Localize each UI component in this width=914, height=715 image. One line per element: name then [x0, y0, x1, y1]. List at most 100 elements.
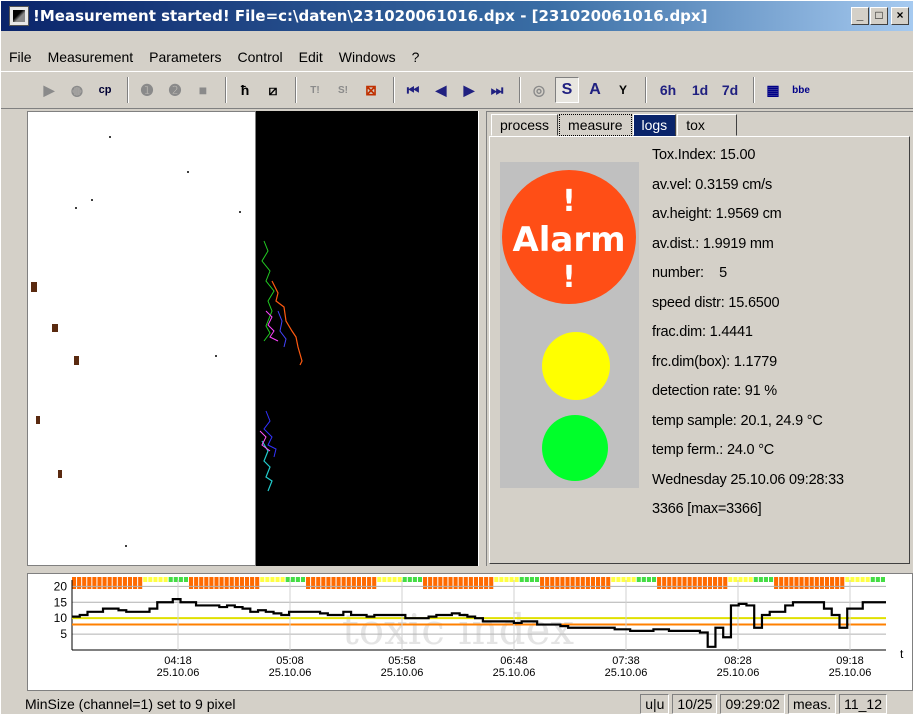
last-icon[interactable]: ⏭: [490, 81, 504, 98]
status-stripe: [809, 577, 814, 589]
tab-measure[interactable]: measure: [559, 114, 632, 136]
status-stripe: [631, 577, 636, 582]
track-view[interactable]: [256, 111, 478, 566]
toolbar-separator: [753, 77, 755, 103]
status-stripe: [265, 577, 270, 582]
status-stripe: [138, 577, 143, 589]
status-stripe: [738, 577, 743, 582]
app-icon[interactable]: [9, 6, 29, 26]
status-stripe: [545, 577, 550, 589]
menu-file[interactable]: File: [9, 49, 32, 65]
cancel-alarm-icon[interactable]: ⊠: [365, 81, 377, 98]
tab-process[interactable]: process: [491, 114, 559, 136]
status-stripe: [824, 577, 830, 589]
status-stripe: [295, 577, 300, 582]
status-stripe: [97, 577, 102, 589]
range-6h-button[interactable]: 6h: [659, 82, 677, 98]
pane-splitter[interactable]: [478, 111, 487, 566]
status-stripe: [657, 577, 662, 589]
status-stripe: [178, 577, 183, 582]
x-tick-date: 25.10.06: [493, 667, 536, 679]
status-stripe: [306, 577, 311, 589]
status-stripe: [153, 577, 158, 582]
menu-windows[interactable]: Windows: [338, 49, 396, 65]
status-stripe: [845, 577, 850, 582]
status-stripe: [163, 577, 168, 582]
range-7d-button[interactable]: 7d: [721, 82, 739, 98]
stat-av-height: av.height: 1.9569 cm: [652, 206, 782, 222]
status-stripe: [311, 577, 316, 589]
series-line: [72, 597, 886, 648]
camera-view-left[interactable]: [27, 111, 256, 566]
t-alarm-button[interactable]: T!: [310, 84, 320, 96]
chart-icon[interactable]: ▦: [766, 81, 780, 98]
status-stripe: [733, 577, 738, 582]
next-icon[interactable]: ▶: [463, 81, 475, 98]
status-stripe: [687, 577, 692, 589]
status-message: MinSize (channel=1) set to 9 pixel: [25, 696, 236, 712]
status-stripe: [158, 577, 163, 582]
menu-parameters[interactable]: Parameters: [149, 49, 222, 65]
alarm-exclamation-top: !: [562, 184, 576, 219]
channel-2-icon[interactable]: ➋: [169, 81, 181, 98]
y-axis-button[interactable]: Y: [618, 83, 627, 97]
h-bar-icon[interactable]: ħ: [240, 82, 250, 98]
status-stripe: [199, 577, 204, 589]
first-icon[interactable]: ⏮: [406, 81, 420, 98]
status-stripe: [250, 577, 255, 589]
exit-icon[interactable]: ▶: [43, 81, 55, 98]
status-stripe: [779, 577, 784, 589]
status-stripe: [830, 577, 835, 589]
x-tick-time: 06:48: [500, 655, 528, 667]
status-stripe: [580, 577, 585, 589]
title-bar[interactable]: !Measurement started! File=c:\daten\2310…: [1, 1, 913, 31]
measure-pane: process measure logs tox ! Alarm ! Tox.I…: [487, 111, 913, 566]
tab-logs[interactable]: logs: [632, 114, 677, 136]
status-stripe: [590, 577, 596, 589]
status-stripe: [453, 577, 458, 589]
warning-light-yellow: [542, 332, 610, 400]
close-button[interactable]: ×: [891, 7, 909, 25]
status-stripe: [239, 577, 244, 589]
cp-button[interactable]: cp: [98, 84, 112, 96]
status-stripe: [646, 577, 651, 582]
menu-measurement[interactable]: Measurement: [47, 49, 134, 65]
range-1d-button[interactable]: 1d: [691, 82, 709, 98]
x-tick-time: 04:18: [164, 655, 192, 667]
bbe-button[interactable]: bbe: [792, 84, 810, 96]
open-icon[interactable]: ◍: [70, 81, 84, 98]
status-stripe: [662, 577, 667, 589]
a-view-button[interactable]: A: [589, 81, 601, 98]
s-view-button[interactable]: S: [555, 77, 579, 103]
status-stripe: [560, 577, 565, 589]
status-stripe: [168, 577, 173, 582]
stop-icon[interactable]: ■: [198, 82, 208, 98]
alarm-light-red: ! Alarm !: [502, 170, 636, 304]
menu-edit[interactable]: Edit: [298, 49, 323, 65]
status-stripe: [82, 577, 87, 589]
tab-tox[interactable]: tox: [677, 114, 738, 136]
menu-help[interactable]: ?: [411, 49, 420, 65]
status-stripe: [102, 577, 107, 589]
minimize-button[interactable]: _: [851, 7, 869, 25]
status-stripe: [672, 577, 677, 589]
s-alarm-button[interactable]: S!: [338, 84, 348, 96]
status-stripe: [636, 577, 641, 582]
target-icon[interactable]: ◎: [532, 81, 546, 98]
channel-1-icon[interactable]: ➊: [141, 81, 153, 98]
organism-detections: [31, 136, 241, 547]
x-tick-date: 25.10.06: [717, 667, 760, 679]
prev-icon[interactable]: ◀: [435, 81, 447, 98]
status-cell-date: 10/25: [672, 694, 718, 714]
status-stripe: [229, 577, 234, 589]
status-stripe: [707, 577, 713, 589]
menu-control[interactable]: Control: [237, 49, 283, 65]
status-stripe: [458, 577, 463, 589]
status-stripe: [260, 577, 265, 582]
toxic-index-chart[interactable]: toxic index 5 10 15 20 04:18 25.10.06 05:08 25.1…: [27, 573, 913, 691]
chart-svg: toxic index510152004:1825.10.0605:0825.1…: [54, 577, 904, 679]
slash-box-icon[interactable]: ⧄: [268, 81, 278, 98]
status-stripe: [875, 577, 880, 582]
status-stripe: [814, 577, 819, 589]
maximize-button[interactable]: □: [870, 7, 888, 25]
